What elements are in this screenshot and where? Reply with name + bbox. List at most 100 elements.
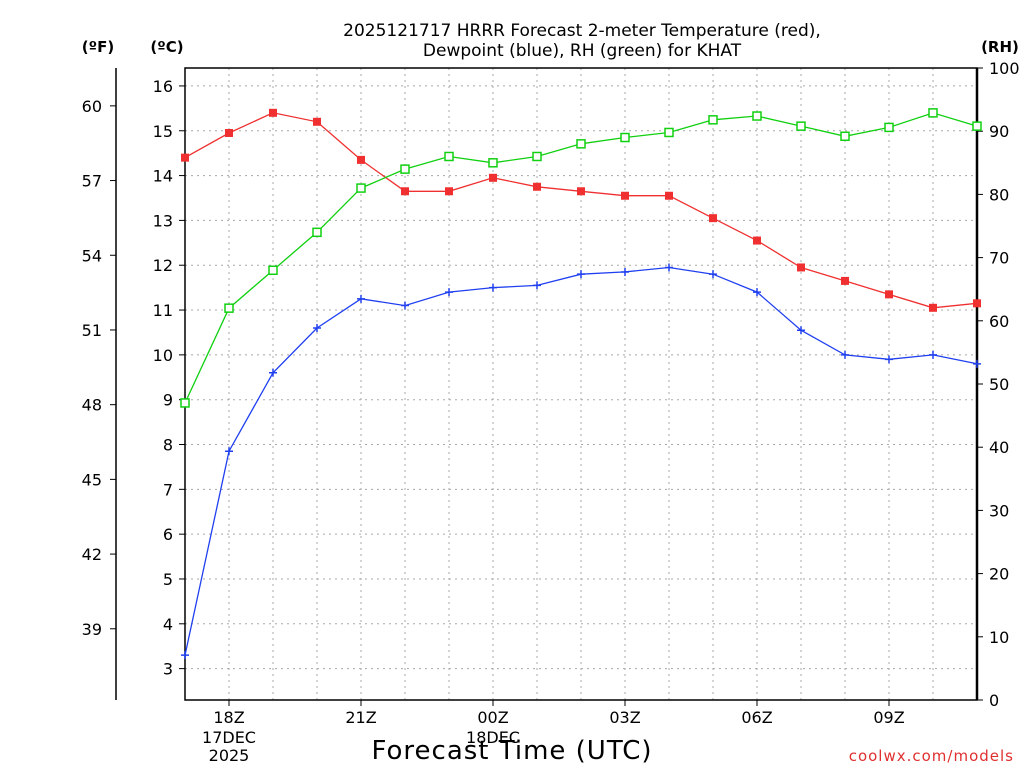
rh-tick-label-40: 40	[989, 438, 1009, 457]
series	[180, 108, 982, 660]
temperature-point-17	[929, 303, 937, 312]
rh-point-11	[664, 127, 674, 138]
c-tick-label-6: 6	[163, 525, 173, 544]
temperature-point-15	[841, 276, 849, 285]
axes: 3456789101112131415163942454851545760010…	[82, 59, 1020, 765]
rh-tick-label-80: 80	[989, 185, 1009, 204]
c-tick-label-15: 15	[153, 122, 173, 141]
temperature-point-18	[973, 299, 981, 308]
dewpoint-point-8	[533, 281, 541, 290]
x-axis-label: Forecast Time (UTC)	[371, 736, 652, 766]
temperature-point-6	[445, 187, 453, 196]
c-tick-label-3: 3	[163, 660, 173, 679]
dewpoint-point-1	[225, 447, 233, 456]
rh-point-3	[312, 227, 322, 238]
f-tick-label-54: 54	[82, 246, 102, 265]
chart-title-line2: Dewpoint (blue), RH (green) for KHAT	[423, 41, 742, 61]
f-tick-label-45: 45	[82, 470, 102, 489]
c-tick-label-5: 5	[163, 570, 173, 589]
rh-unit-label: (RH)	[981, 38, 1019, 56]
temperature-point-4	[357, 155, 365, 164]
f-tick-label-48: 48	[82, 396, 102, 415]
rh-point-4	[356, 183, 366, 193]
temperature-point-14	[797, 263, 805, 272]
temperature-point-8	[533, 182, 541, 191]
rh-point-14	[796, 121, 806, 131]
rh-tick-label-90: 90	[989, 122, 1009, 141]
c-tick-label-13: 13	[153, 211, 173, 230]
rh-point-15	[840, 131, 850, 142]
rh-tick-label-30: 30	[989, 501, 1009, 520]
dewpoint-point-3	[313, 323, 321, 332]
c-tick-label-16: 16	[153, 77, 173, 96]
dewpoint-point-17	[929, 350, 937, 359]
dewpoint-point-7	[489, 283, 497, 292]
dewpoint-point-4	[357, 294, 365, 303]
rh-tick-label-100: 100	[989, 59, 1020, 78]
f-tick-label-51: 51	[82, 321, 102, 340]
c-tick-label-11: 11	[153, 301, 173, 320]
rh-point-5	[400, 164, 410, 174]
c-tick-label-9: 9	[163, 391, 173, 410]
x-tick-date-18: 17DEC	[202, 728, 256, 747]
celsius-unit-label: (ºC)	[150, 38, 183, 56]
rh-point-13	[752, 111, 762, 121]
temperature-point-11	[665, 191, 673, 200]
dewpoint-point-16	[885, 355, 893, 364]
temperature-point-10	[621, 191, 629, 200]
c-tick-label-12: 12	[153, 256, 173, 275]
rh-point-18	[972, 121, 982, 131]
dewpoint-point-0	[181, 651, 189, 660]
x-tick-year-18: 2025	[209, 746, 250, 765]
rh-tick-label-70: 70	[989, 249, 1009, 268]
temperature-point-13	[753, 236, 761, 245]
f-tick-label-42: 42	[82, 545, 102, 564]
dewpoint-point-2	[269, 368, 277, 377]
temperature-point-9	[577, 187, 585, 196]
temperature-point-16	[885, 290, 893, 299]
rh-point-17	[928, 108, 938, 118]
rh-line	[184, 112, 978, 404]
x-tick-date-24: 18DEC	[466, 728, 520, 747]
f-tick-label-60: 60	[82, 97, 102, 116]
dewpoint-point-18	[973, 359, 981, 368]
rh-tick-label-20: 20	[989, 565, 1009, 584]
temperature-point-1	[225, 128, 233, 137]
rh-point-1	[224, 303, 234, 313]
dewpoint-point-6	[445, 288, 453, 297]
rh-point-7	[488, 158, 498, 168]
dewpoint-point-14	[797, 326, 805, 335]
x-tick-label-33: 09Z	[873, 708, 904, 727]
rh-point-9	[576, 139, 586, 149]
plot-frame	[184, 67, 978, 701]
dewpoint-point-5	[401, 301, 409, 310]
c-tick-label-4: 4	[163, 615, 173, 634]
x-tick-label-30: 06Z	[741, 708, 772, 727]
dewpoint-point-12	[709, 270, 717, 279]
temperature-point-7	[489, 173, 497, 182]
rh-point-8	[532, 151, 542, 162]
temperature-point-0	[181, 153, 189, 162]
c-tick-label-7: 7	[163, 480, 173, 499]
c-tick-label-8: 8	[163, 436, 173, 455]
temperature-point-12	[709, 214, 717, 223]
grid	[185, 68, 977, 700]
chart-title-line1: 2025121717 HRRR Forecast 2-meter Tempera…	[343, 21, 821, 41]
rh-point-6	[444, 151, 454, 162]
temperature-point-2	[269, 108, 277, 117]
x-tick-label-24: 00Z	[477, 708, 508, 727]
dewpoint-point-10	[621, 267, 629, 276]
rh-point-10	[620, 132, 630, 143]
x-tick-label-21: 21Z	[345, 708, 376, 727]
temperature-point-3	[313, 117, 321, 126]
f-tick-label-39: 39	[82, 620, 102, 639]
f-tick-label-57: 57	[82, 172, 102, 191]
dewpoint-point-11	[665, 263, 673, 272]
credit-text: coolwx.com/models	[849, 747, 1014, 765]
fahrenheit-unit-label: (ºF)	[82, 38, 114, 56]
dewpoint-point-15	[841, 350, 849, 359]
rh-point-16	[884, 122, 894, 133]
rh-tick-label-60: 60	[989, 312, 1009, 331]
temperature-point-5	[401, 187, 409, 196]
rh-tick-label-0: 0	[989, 691, 999, 710]
